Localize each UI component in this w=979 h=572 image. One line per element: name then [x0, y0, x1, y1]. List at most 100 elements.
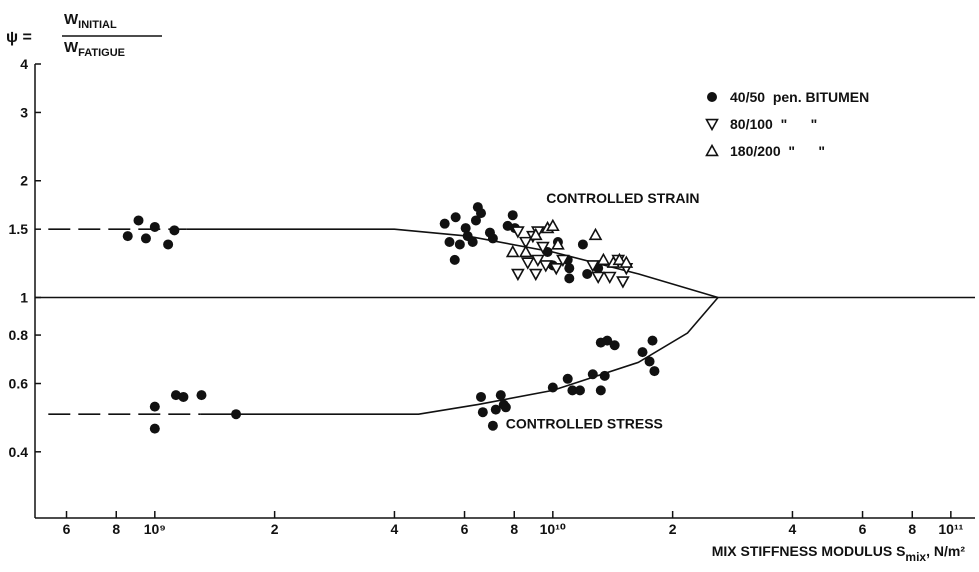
point: [500, 402, 511, 413]
point: [599, 370, 610, 381]
annotation: CONTROLLED STRAIN: [546, 190, 699, 206]
point: [476, 391, 487, 402]
point: [149, 221, 160, 232]
point: [574, 385, 585, 396]
point: [163, 239, 174, 250]
point: [178, 391, 189, 402]
point: [538, 260, 553, 273]
x-tick-label: 10¹¹: [938, 521, 963, 537]
legend-label: 180/200 " ": [730, 143, 825, 159]
legend-label: 80/100 " ": [730, 116, 817, 132]
y-label-denominator: WFATIGUE: [64, 39, 125, 59]
point: [609, 340, 620, 351]
point: [511, 226, 525, 239]
point: [470, 215, 481, 226]
x-tick-label: 10⁹: [144, 521, 166, 537]
legend-label: 40/50 pen. BITUMEN: [730, 89, 869, 105]
point: [567, 385, 578, 396]
point: [518, 236, 533, 250]
curve: [186, 228, 719, 299]
x-tick-label: 2: [669, 521, 677, 537]
point: [454, 239, 465, 250]
point: [487, 420, 498, 431]
point: [149, 423, 160, 434]
y-tick-label: 1.5: [9, 221, 29, 237]
point: [588, 227, 603, 241]
y-label-num-main: W: [64, 11, 79, 28]
point: [518, 244, 533, 258]
point: [536, 241, 550, 255]
x-tick-label: 6: [63, 521, 71, 537]
y-tick-label: 4: [20, 56, 28, 72]
annotation: CONTROLLED STRESS: [506, 415, 663, 431]
x-tick-label: 10¹⁰: [540, 521, 566, 537]
point: [577, 239, 588, 250]
point: [170, 390, 181, 401]
y-label-den-main: W: [64, 39, 79, 56]
y-tick-label: 1: [20, 289, 28, 305]
point: [467, 237, 478, 248]
point: [444, 237, 455, 248]
point: [602, 271, 617, 285]
y-label-prefix: ψ =: [6, 29, 32, 46]
legend-item: 180/200 " ": [705, 143, 825, 159]
point: [520, 257, 535, 270]
x-tick-label: 4: [789, 521, 797, 537]
point: [149, 401, 160, 412]
y-label-num-sub: INITIAL: [78, 19, 117, 31]
point: [707, 92, 717, 102]
x-tick-label: 8: [510, 521, 518, 537]
point: [547, 382, 558, 393]
y-tick-label: 3: [20, 104, 28, 120]
x-tick-label: 8: [908, 521, 916, 537]
point: [511, 268, 525, 282]
y-tick-label: 0.8: [9, 327, 29, 343]
point: [196, 390, 207, 401]
point: [649, 366, 660, 377]
point: [549, 262, 564, 276]
point: [551, 237, 565, 250]
point: [528, 268, 543, 282]
legend-item: 80/100 " ": [705, 116, 817, 132]
point: [505, 244, 520, 258]
legend-item: 40/50 pen. BITUMEN: [707, 89, 869, 105]
point: [596, 252, 611, 266]
point: [133, 215, 144, 226]
point: [450, 212, 461, 223]
y-label-numerator: WINITIAL: [64, 11, 117, 31]
point: [647, 335, 658, 346]
point: [595, 385, 606, 396]
point: [530, 254, 545, 268]
point: [587, 369, 598, 380]
point: [476, 208, 487, 219]
point: [602, 335, 613, 346]
point: [507, 210, 518, 221]
y-tick-label: 2: [20, 173, 28, 189]
point: [619, 255, 634, 268]
x-tick-label: 6: [461, 521, 469, 537]
point: [612, 252, 627, 266]
point: [487, 233, 498, 244]
point: [591, 271, 606, 285]
point: [564, 263, 575, 274]
x-label-unit: , N/m²: [926, 543, 965, 559]
point: [644, 356, 655, 367]
y-tick-label: 0.6: [9, 376, 29, 392]
point: [562, 373, 573, 384]
x-label-sub: mix: [905, 550, 926, 564]
y-tick-label: 0.4: [9, 444, 29, 460]
point: [585, 260, 600, 273]
point: [495, 390, 506, 401]
point: [439, 218, 450, 229]
point: [705, 118, 719, 132]
point: [545, 218, 560, 232]
point: [140, 233, 151, 244]
point: [449, 254, 460, 265]
point: [564, 273, 575, 284]
point: [528, 227, 543, 241]
point: [616, 276, 630, 289]
point: [460, 223, 471, 234]
x-label-main: MIX STIFFNESS MODULUS S: [712, 543, 906, 559]
